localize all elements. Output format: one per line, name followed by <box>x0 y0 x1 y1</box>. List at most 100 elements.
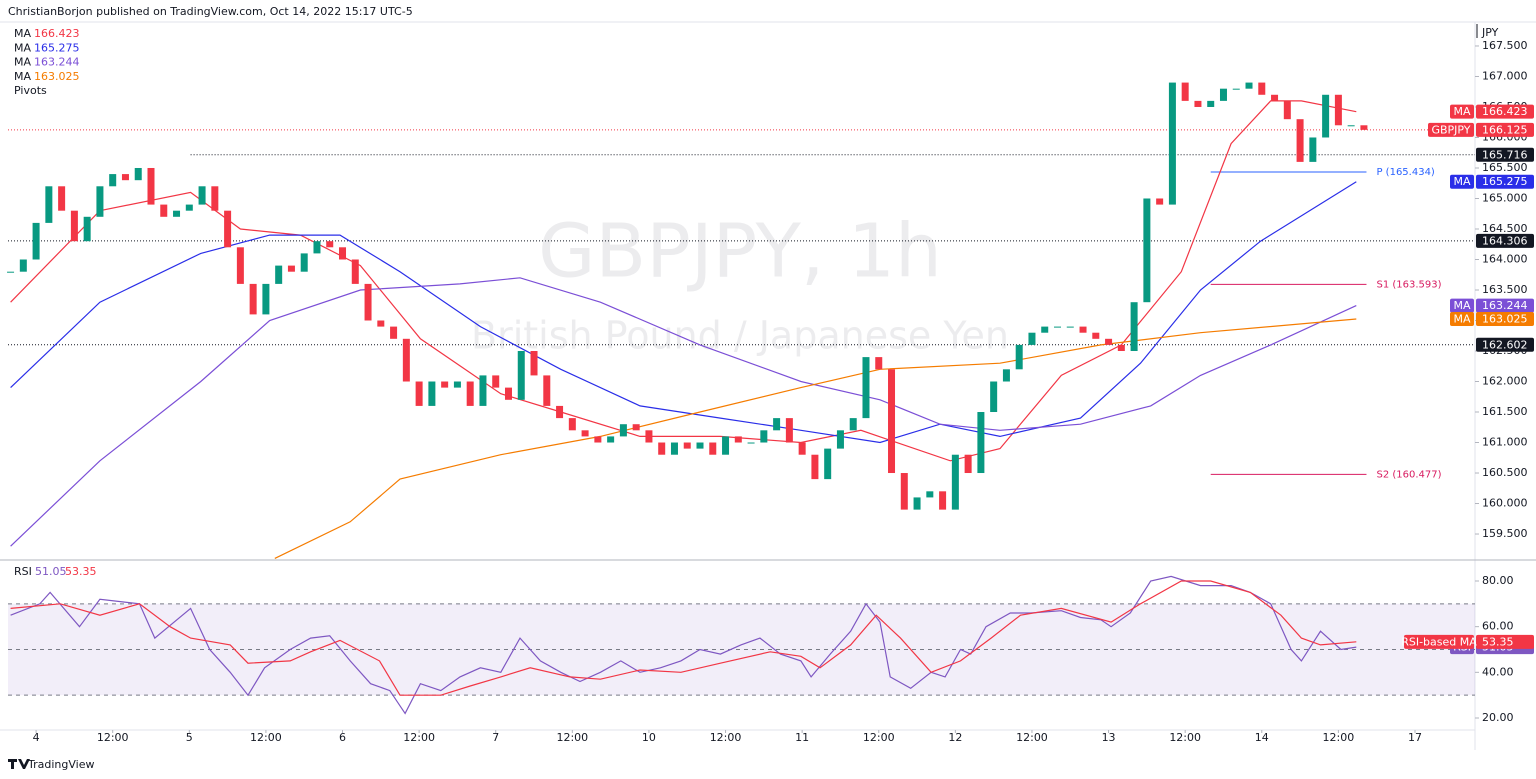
price-tag <box>1476 337 1534 352</box>
candle <box>1002 369 1010 382</box>
candle <box>1156 198 1164 205</box>
candle <box>581 430 589 437</box>
candle <box>1066 326 1074 328</box>
candle <box>517 351 525 400</box>
price-tag-name-text: MA <box>1453 312 1470 325</box>
candle <box>1245 82 1253 89</box>
price-tag <box>1476 233 1534 248</box>
candle <box>760 430 768 443</box>
candle <box>849 418 857 431</box>
x-tick-label: 12:00 <box>1169 731 1201 744</box>
candle <box>326 241 334 248</box>
candle <box>530 351 538 376</box>
watermark-title: GBPJPY, 1h <box>538 209 942 295</box>
rsi-legend-value: 53.35 <box>65 565 97 578</box>
y-tick-label: 167.000 <box>1482 69 1528 82</box>
candle <box>1258 82 1266 95</box>
candle <box>1296 119 1304 162</box>
moving-average <box>10 181 1357 444</box>
candle <box>185 204 193 211</box>
candle <box>900 473 908 510</box>
candle <box>645 430 653 443</box>
price-tag-name <box>1450 174 1474 189</box>
candle <box>734 436 742 443</box>
rsi-tag-value: 53.35 <box>1482 635 1514 648</box>
pivot-label: S1 (163.593) <box>1376 279 1441 290</box>
candle <box>96 186 104 217</box>
legend-name: MA <box>14 27 31 40</box>
candle <box>441 381 449 388</box>
x-tick-label: 11 <box>795 731 809 744</box>
legend-name: MA <box>14 56 31 69</box>
candle <box>160 204 168 217</box>
candle <box>1309 137 1317 162</box>
candle <box>1028 332 1036 345</box>
price-tag-value: 163.244 <box>1482 299 1528 312</box>
candle <box>696 442 704 449</box>
watermark-subtitle: British Pound / Japanese Yen <box>471 314 1009 358</box>
candle <box>568 418 576 431</box>
candle <box>198 186 206 205</box>
x-tick-label: 12:00 <box>1016 731 1048 744</box>
candle <box>249 283 257 315</box>
x-tick-label: 12:00 <box>863 731 895 744</box>
candle <box>70 210 78 242</box>
candle <box>1181 82 1189 101</box>
candle <box>83 216 91 242</box>
y-tick-label: 80.00 <box>1482 574 1514 587</box>
candle <box>658 442 666 455</box>
price-tag-name-text: MA <box>1453 299 1470 312</box>
rsi-legend-name: RSI <box>14 565 32 578</box>
price-tag-value: 166.125 <box>1482 123 1528 136</box>
candle <box>1092 332 1100 339</box>
candle <box>556 405 564 419</box>
moving-average <box>10 277 1357 547</box>
unit-label: JPY <box>1481 26 1499 39</box>
rsi-tag <box>1476 634 1534 649</box>
pivot-label: S2 (160.477) <box>1376 469 1441 480</box>
candle <box>670 442 678 455</box>
candle <box>977 412 985 474</box>
candle <box>1053 326 1061 328</box>
candle <box>632 424 640 431</box>
pivots-legend: Pivots <box>14 84 47 97</box>
candle <box>377 320 385 327</box>
x-tick-label: 13 <box>1102 731 1116 744</box>
candle <box>1207 100 1215 107</box>
price-tag-value: 165.275 <box>1482 175 1528 188</box>
candle <box>428 381 436 406</box>
candle <box>134 167 142 181</box>
price-tag-value: 162.602 <box>1482 338 1528 351</box>
x-tick-label: 14 <box>1255 731 1269 744</box>
x-tick-label: 5 <box>186 731 193 744</box>
candle <box>747 442 755 444</box>
candle <box>275 265 283 284</box>
candle <box>236 247 244 284</box>
candle <box>913 497 921 510</box>
legend-value: 166.423 <box>34 27 80 40</box>
candle <box>466 381 474 406</box>
candle <box>1219 88 1227 101</box>
candle <box>1079 326 1087 333</box>
candle <box>1015 344 1023 370</box>
x-tick-label: 17 <box>1408 731 1422 744</box>
candle <box>1117 344 1125 352</box>
candle <box>147 167 155 205</box>
price-tag <box>1476 122 1534 137</box>
y-tick-label: 165.000 <box>1482 191 1528 204</box>
candle <box>1360 125 1368 130</box>
candle <box>862 357 870 419</box>
candle <box>722 436 730 455</box>
y-tick-label: 167.500 <box>1482 39 1528 52</box>
candle <box>479 375 487 406</box>
price-tag-name <box>1450 298 1474 313</box>
y-tick-label: 161.000 <box>1482 436 1528 449</box>
rsi-band <box>8 603 1475 696</box>
rsi-tag-name <box>1404 634 1474 649</box>
candle <box>415 381 423 406</box>
rsi-legend-value: 51.05 <box>35 565 67 578</box>
x-tick-label: 12:00 <box>710 731 742 744</box>
price-tag-name-text: MA <box>1453 105 1470 118</box>
candle <box>964 454 972 474</box>
